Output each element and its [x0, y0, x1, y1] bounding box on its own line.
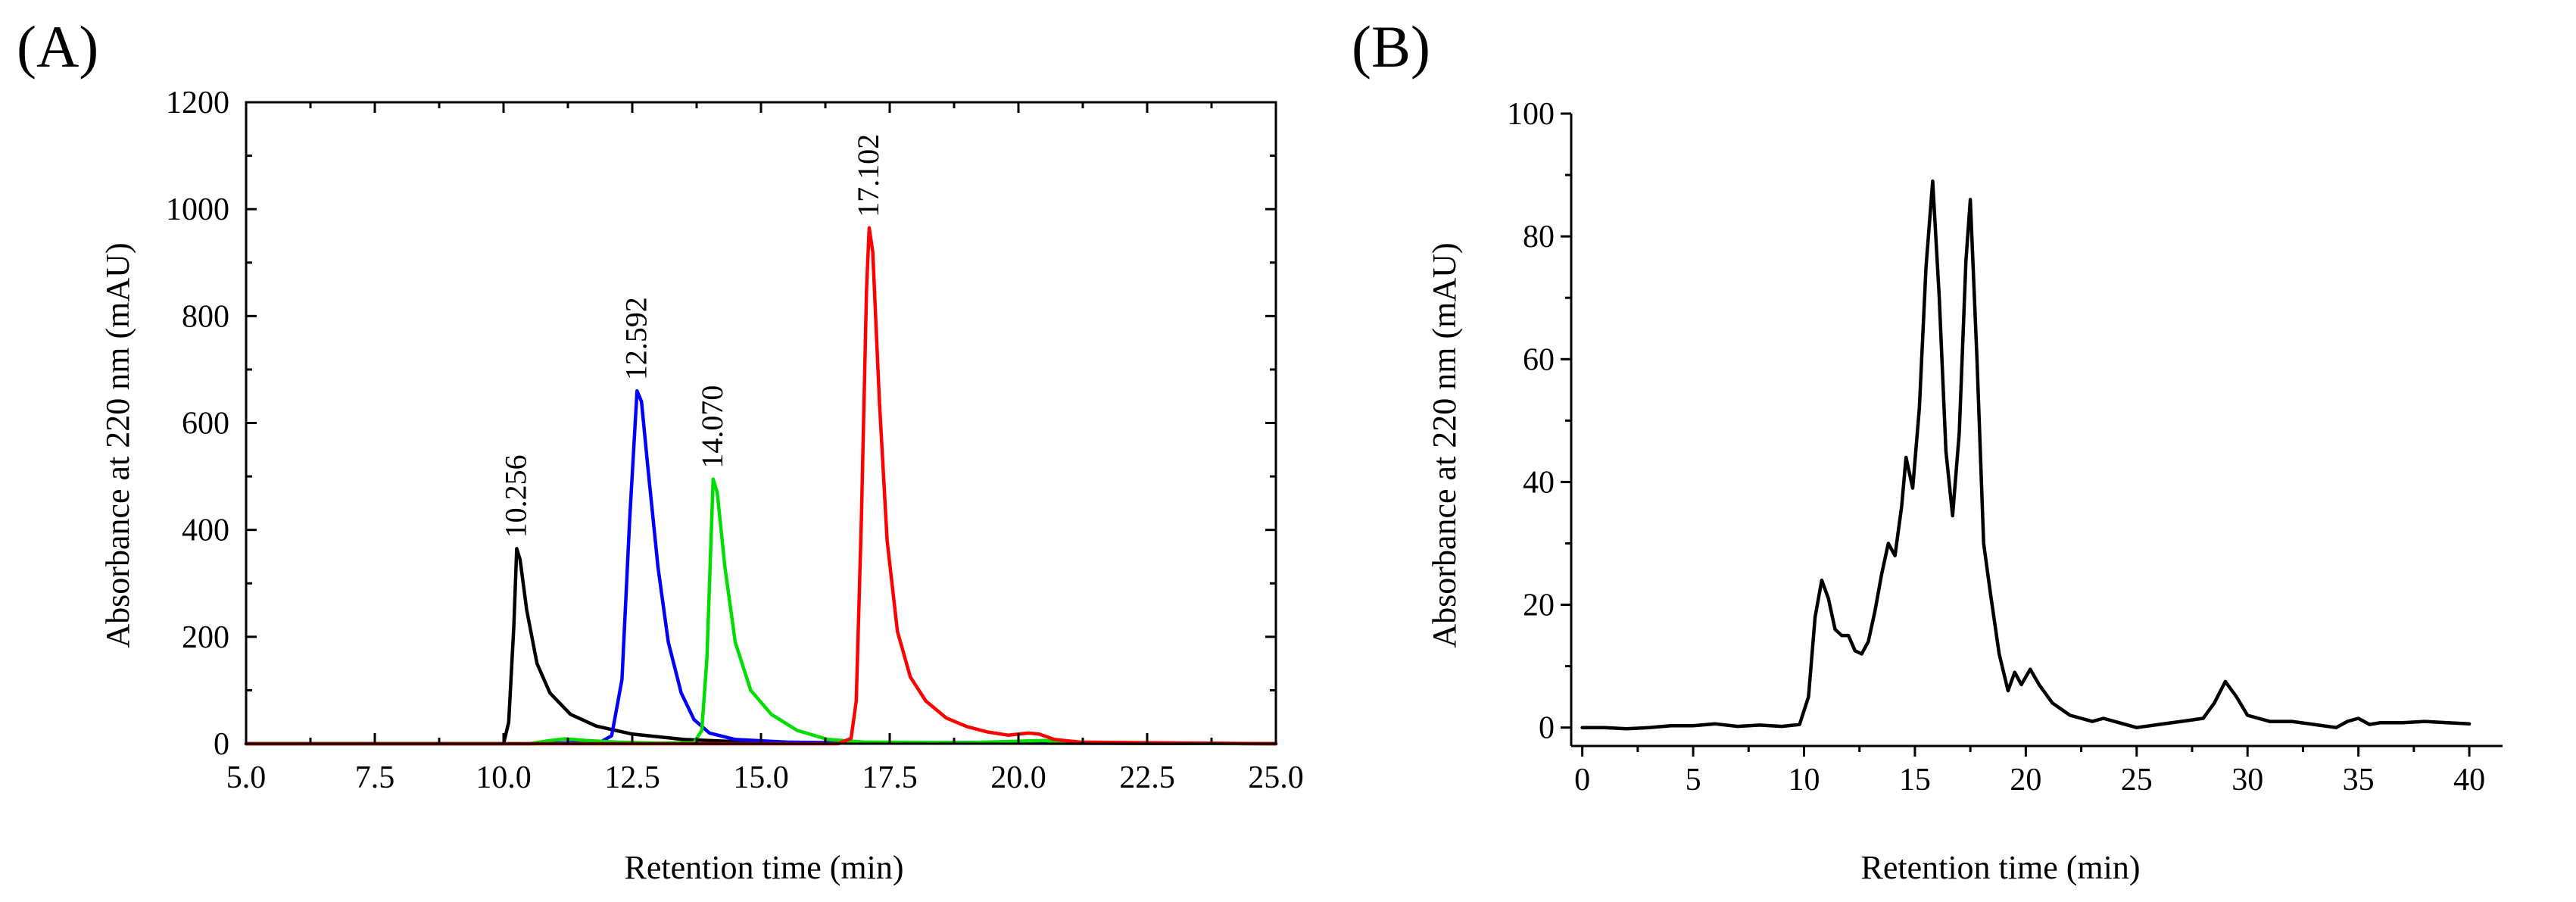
y-tick-label: 600	[182, 407, 229, 442]
x-tick-label: 15.0	[733, 760, 789, 795]
y-tick-label: 20	[1523, 588, 1555, 623]
peak-label: 17.102	[851, 134, 885, 217]
x-tick-label: 22.5	[1119, 760, 1175, 795]
y-tick-label: 1000	[166, 192, 229, 227]
chart-b: Retention time (min) Absorbance at 220 n…	[1426, 97, 2503, 886]
y-tick-label: 40	[1523, 465, 1555, 500]
chart-b-x-axis-title: Retention time (min)	[1860, 849, 2140, 886]
plot-frame	[246, 102, 1276, 744]
series-green	[246, 479, 1276, 744]
x-tick-label: 12.5	[604, 760, 660, 795]
chart-b-y-axis-title: Absorbance at 220 nm (mAU)	[1426, 242, 1463, 648]
series-black	[246, 548, 1276, 744]
x-tick-label: 10.0	[476, 760, 532, 795]
peak-label: 12.592	[619, 297, 653, 380]
x-tick-label: 10	[1789, 763, 1820, 797]
x-tick-label: 25	[2121, 763, 2153, 797]
chart-a: Retention time (min) Absorbance at 220 n…	[99, 86, 1304, 886]
x-tick-label: 15	[1899, 763, 1931, 797]
series-sample	[1583, 181, 2470, 729]
peak-label: 10.256	[498, 454, 532, 538]
x-tick-label: 30	[2231, 763, 2263, 797]
x-tick-label: 35	[2343, 763, 2375, 797]
y-tick-label: 400	[182, 513, 229, 548]
figure: (A) (B) Retention time (min) Absorbance …	[0, 0, 2576, 902]
y-tick-label: 100	[1507, 97, 1555, 132]
y-tick-label: 60	[1523, 342, 1555, 377]
peak-label: 14.070	[695, 385, 729, 469]
y-tick-label: 0	[214, 727, 229, 762]
panel-label-a: (A)	[17, 14, 98, 80]
x-tick-label: 40	[2453, 763, 2485, 797]
y-tick-label: 0	[1539, 711, 1555, 746]
series-red	[246, 228, 1276, 744]
x-tick-label: 25.0	[1248, 760, 1304, 795]
panel-label-b: (B)	[1352, 14, 1430, 80]
y-tick-label: 80	[1523, 220, 1555, 254]
x-tick-label: 5	[1686, 763, 1701, 797]
chart-a-y-axis-title: Absorbance at 220 nm (mAU)	[99, 242, 136, 648]
y-tick-label: 1200	[166, 86, 229, 120]
series-blue	[246, 391, 1276, 744]
x-tick-label: 17.5	[862, 760, 918, 795]
x-tick-label: 7.5	[355, 760, 395, 795]
chart-a-x-axis-title: Retention time (min)	[624, 849, 903, 886]
x-tick-label: 20.0	[990, 760, 1046, 795]
x-tick-label: 20	[2010, 763, 2041, 797]
y-tick-label: 800	[182, 299, 229, 334]
x-tick-label: 0	[1574, 763, 1590, 797]
y-tick-label: 200	[182, 620, 229, 655]
x-tick-label: 5.0	[226, 760, 267, 795]
